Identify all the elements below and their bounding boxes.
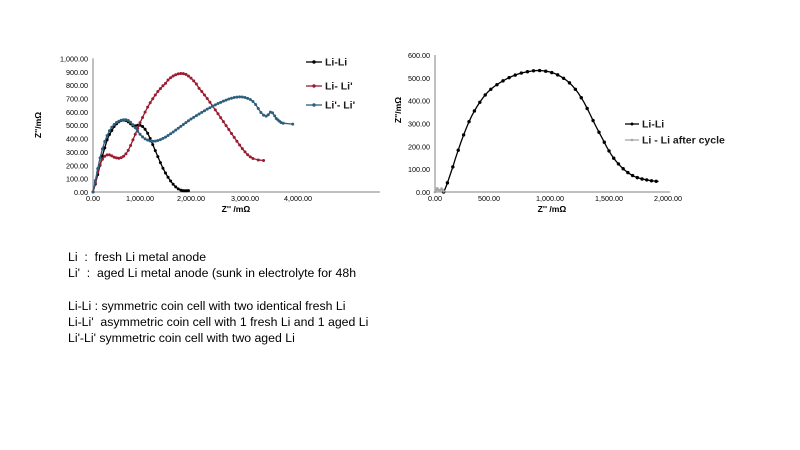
svg-text:3,000.00: 3,000.00 [231,194,259,203]
svg-text:Li- Li': Li- Li' [325,81,353,93]
svg-text:1,500.00: 1,500.00 [595,194,623,203]
svg-text:500.00: 500.00 [66,121,88,130]
svg-text:100.00: 100.00 [66,175,88,184]
svg-text:2,000.00: 2,000.00 [654,194,682,203]
svg-text:400.00: 400.00 [408,97,430,106]
svg-text:1,000.00: 1,000.00 [126,194,154,203]
svg-text:0.00: 0.00 [86,194,100,203]
svg-text:500.00: 500.00 [478,194,500,203]
svg-text:400.00: 400.00 [66,135,88,144]
svg-text:Li - Li after cycle: Li - Li after cycle [642,135,725,147]
svg-text:Z''/mΩ: Z''/mΩ [393,97,403,123]
svg-text:Z'' /mΩ: Z'' /mΩ [538,204,567,214]
svg-text:800.00: 800.00 [66,81,88,90]
svg-text:1,000.00: 1,000.00 [60,55,88,64]
svg-text:Li-Li: Li-Li [642,119,664,131]
svg-text:Li'- Li': Li'- Li' [325,100,355,112]
svg-text:4,000.00: 4,000.00 [284,194,312,203]
svg-text:500.00: 500.00 [408,74,430,83]
svg-text:300.00: 300.00 [408,120,430,129]
svg-text:700.00: 700.00 [66,95,88,104]
svg-text:600.00: 600.00 [66,108,88,117]
svg-text:Z''/mΩ: Z''/mΩ [33,112,43,138]
svg-text:900.00: 900.00 [66,68,88,77]
svg-text:Li-Li: Li-Li [325,57,347,69]
svg-text:300.00: 300.00 [66,148,88,157]
svg-text:200.00: 200.00 [408,142,430,151]
svg-text:600.00: 600.00 [408,51,430,60]
svg-text:200.00: 200.00 [66,161,88,170]
svg-text:0.00: 0.00 [428,194,442,203]
svg-text:2,000.00: 2,000.00 [177,194,205,203]
svg-text:1,000.00: 1,000.00 [536,194,564,203]
svg-text:Z'' /mΩ: Z'' /mΩ [222,204,251,214]
svg-text:100.00: 100.00 [408,165,430,174]
